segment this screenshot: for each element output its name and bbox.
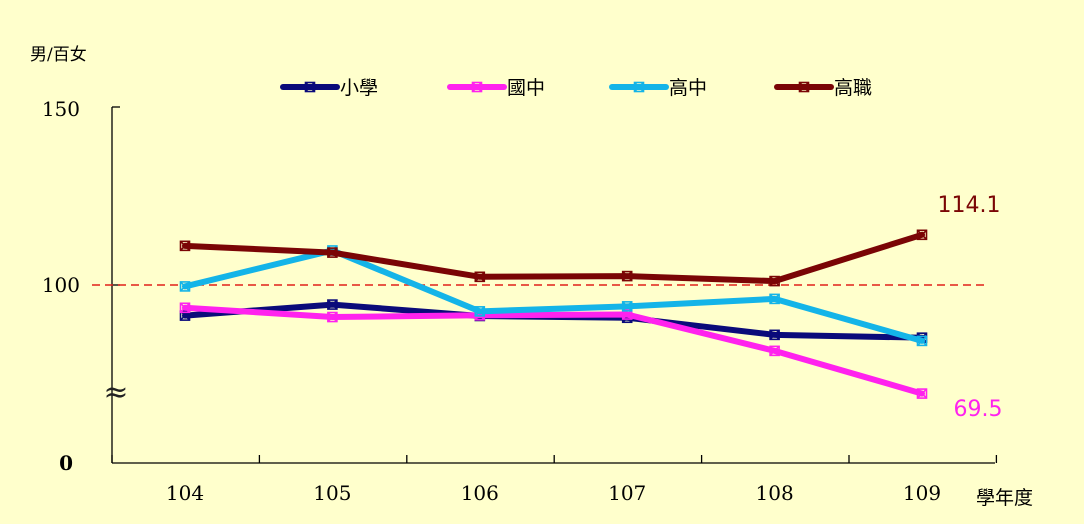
data-point-marker [621, 270, 633, 282]
x-tick-labels: 104 105 106 107 108 109 [166, 481, 941, 505]
data-point-marker [769, 293, 780, 305]
x-tick-label: 107 [608, 481, 646, 505]
data-point-marker [769, 275, 780, 287]
legend-label: 小學 [340, 77, 378, 99]
series-line [182, 231, 925, 285]
series-高職 [179, 229, 928, 287]
data-point-marker [179, 302, 191, 314]
data-point-marker [474, 271, 486, 283]
data-point-marker [621, 301, 633, 312]
data-point-marker [327, 311, 338, 323]
x-tick-label: 104 [166, 481, 204, 505]
data-point-marker [327, 299, 338, 310]
legend-item: 國中 [447, 77, 545, 99]
x-tick-label: 105 [313, 481, 351, 505]
series-line [182, 304, 925, 397]
y-tick-label-0: 0 [59, 451, 73, 475]
legend-item: 小學 [280, 77, 378, 99]
y-unit-label: 男/百女 [30, 45, 87, 65]
series-line [182, 247, 925, 344]
data-point-marker [769, 345, 780, 357]
y-tick-label-150: 150 [42, 97, 80, 121]
legend-item: 高職 [774, 77, 872, 99]
data-point-marker [471, 81, 483, 93]
legend-item: 高中 [609, 77, 707, 99]
x-tick-label: 109 [903, 481, 941, 505]
data-point-marker [916, 229, 928, 241]
data-point-marker [798, 81, 810, 93]
data-point-marker [327, 247, 338, 258]
data-point-marker [916, 335, 928, 347]
y-axis-break-symbol: ≈ [103, 375, 128, 410]
data-point-marker [474, 306, 486, 317]
legend-label: 高職 [834, 77, 872, 99]
x-tick-label: 108 [756, 481, 794, 505]
legend-label: 國中 [507, 77, 545, 99]
x-axis-title: 學年度 [976, 487, 1033, 509]
data-label: 69.5 [954, 397, 1003, 422]
x-tick-marks [111, 455, 998, 463]
data-point-marker [179, 281, 191, 292]
data-point-marker [633, 81, 645, 93]
data-point-marker [769, 329, 780, 341]
legend-label: 高中 [669, 77, 707, 99]
data-point-marker [304, 81, 316, 93]
legend: 小學 國中 高中 高職 [280, 77, 872, 99]
data-label: 114.1 [938, 193, 1001, 218]
data-point-marker [916, 388, 928, 399]
data-point-marker [179, 240, 191, 252]
series-layer [179, 229, 928, 399]
x-tick-label: 106 [461, 481, 499, 505]
y-tick-label-100: 100 [42, 273, 80, 297]
data-labels: 114.1 69.5 [938, 193, 1003, 422]
